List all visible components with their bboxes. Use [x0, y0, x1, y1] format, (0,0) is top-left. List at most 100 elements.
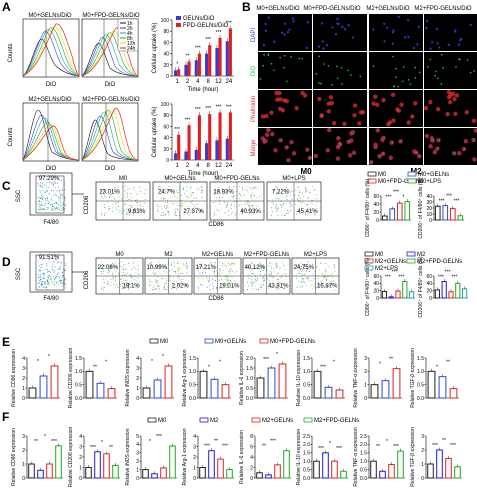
event-dot — [40, 204, 42, 206]
event-dot — [261, 285, 263, 287]
event-dot — [39, 191, 41, 193]
cell-signal — [275, 97, 280, 102]
event-dot — [56, 282, 58, 284]
cell-signal — [273, 40, 276, 43]
event-dot — [298, 199, 299, 201]
bar — [265, 474, 272, 479]
event-dot — [227, 287, 229, 288]
event-dot — [42, 263, 44, 265]
event-dot — [178, 283, 180, 285]
bar — [442, 205, 449, 221]
quadrant-title: M2+GELNs — [202, 252, 233, 258]
bar — [184, 151, 188, 160]
event-dot — [234, 205, 236, 207]
hist-curve-1h — [22, 38, 80, 77]
event-dot — [316, 201, 318, 203]
event-dot — [43, 283, 45, 285]
event-dot — [210, 261, 212, 263]
event-dot — [226, 211, 228, 213]
event-dot — [46, 197, 48, 199]
event-dot — [321, 280, 323, 281]
event-dot — [188, 214, 190, 216]
cell-signal — [281, 31, 284, 34]
hist-curve-8h — [22, 27, 80, 77]
event-dot — [52, 183, 54, 185]
microscopy-grid: M0+GELNs/DiO M0+FPD-GELNs/DiO M2+GELNs/D… — [251, 6, 477, 176]
y-tick-label: 20 — [163, 147, 169, 153]
event-dot — [50, 204, 52, 206]
event-dot — [213, 268, 215, 270]
event-dot — [219, 273, 221, 275]
y-axis-label: Relative TGF-β expression — [410, 348, 416, 408]
event-dot — [301, 192, 303, 194]
event-dot — [212, 287, 214, 289]
event-dot — [121, 278, 122, 280]
event-dot — [152, 269, 154, 271]
event-dot — [302, 278, 304, 280]
event-dot — [217, 187, 219, 189]
event-dot — [40, 182, 42, 184]
event-dot — [275, 185, 277, 187]
significance-mark: *** — [318, 446, 324, 452]
event-dot — [133, 210, 135, 212]
y-axis-label: Relative CD86 expression — [11, 428, 17, 486]
event-dot — [58, 261, 60, 263]
event-dot — [41, 282, 43, 284]
event-dot — [59, 261, 61, 263]
event-dot — [58, 280, 60, 282]
event-dot — [289, 191, 291, 193]
event-dot — [151, 289, 153, 290]
y-tick-label: 2 — [136, 459, 139, 465]
event-dot — [160, 215, 162, 216]
event-dot — [110, 281, 112, 283]
bar — [199, 467, 206, 479]
y-tick-label: 2 — [22, 376, 25, 382]
significance-mark: ** — [376, 444, 380, 450]
event-dot — [43, 272, 45, 274]
significance-mark: ** — [186, 53, 190, 59]
event-dot — [156, 204, 158, 206]
bar — [388, 296, 394, 299]
event-dot — [223, 264, 225, 266]
event-dot — [137, 268, 139, 270]
event-dot — [197, 288, 199, 290]
event-dot — [128, 209, 130, 211]
event-dot — [144, 198, 146, 200]
hist-curve-24h — [22, 23, 80, 77]
event-dot — [221, 207, 223, 209]
significance-mark: *** — [451, 275, 457, 281]
event-dot — [155, 288, 157, 290]
event-dot — [214, 190, 216, 192]
event-dot — [39, 190, 41, 192]
event-dot — [307, 204, 309, 206]
event-dot — [48, 280, 50, 282]
event-dot — [233, 272, 235, 274]
cell-signal — [372, 28, 375, 31]
event-dot — [159, 265, 160, 267]
event-dot — [254, 212, 256, 214]
y-tick-label: 0 — [79, 476, 82, 482]
event-dot — [197, 204, 199, 205]
event-dot — [154, 279, 156, 281]
event-dot — [112, 191, 113, 193]
event-dot — [161, 194, 163, 196]
cell-signal — [406, 120, 411, 125]
event-dot — [168, 212, 170, 214]
event-dot — [320, 283, 322, 285]
event-dot — [301, 208, 303, 209]
event-dot — [253, 273, 255, 274]
event-dot — [206, 276, 208, 278]
event-dot — [221, 279, 223, 280]
cell-signal — [425, 26, 428, 29]
y-tick-label: 1.0 — [246, 376, 253, 382]
event-dot — [225, 265, 227, 267]
event-dot — [280, 204, 282, 205]
event-dot — [176, 203, 178, 205]
event-dot — [314, 204, 316, 206]
event-dot — [38, 269, 40, 271]
event-dot — [235, 289, 237, 291]
event-dot — [325, 278, 327, 279]
event-dot — [230, 195, 232, 197]
significance-mark: * — [276, 352, 278, 358]
event-dot — [46, 279, 48, 281]
